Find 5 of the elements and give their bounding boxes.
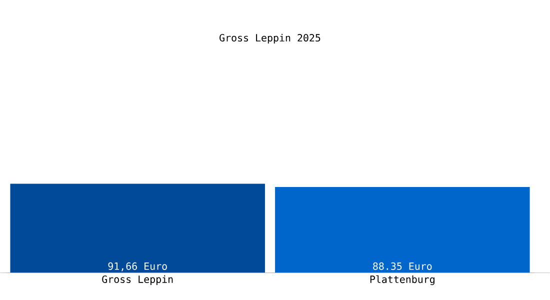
data-label: 88.35 Euro (373, 262, 432, 270)
x-tick-label: Gross Leppin (102, 275, 173, 286)
chart-title: Gross Leppin 2025 (220, 34, 320, 44)
data-label: 91,66 Euro (108, 262, 167, 272)
x-tick-label: Plattenburg (370, 275, 434, 286)
